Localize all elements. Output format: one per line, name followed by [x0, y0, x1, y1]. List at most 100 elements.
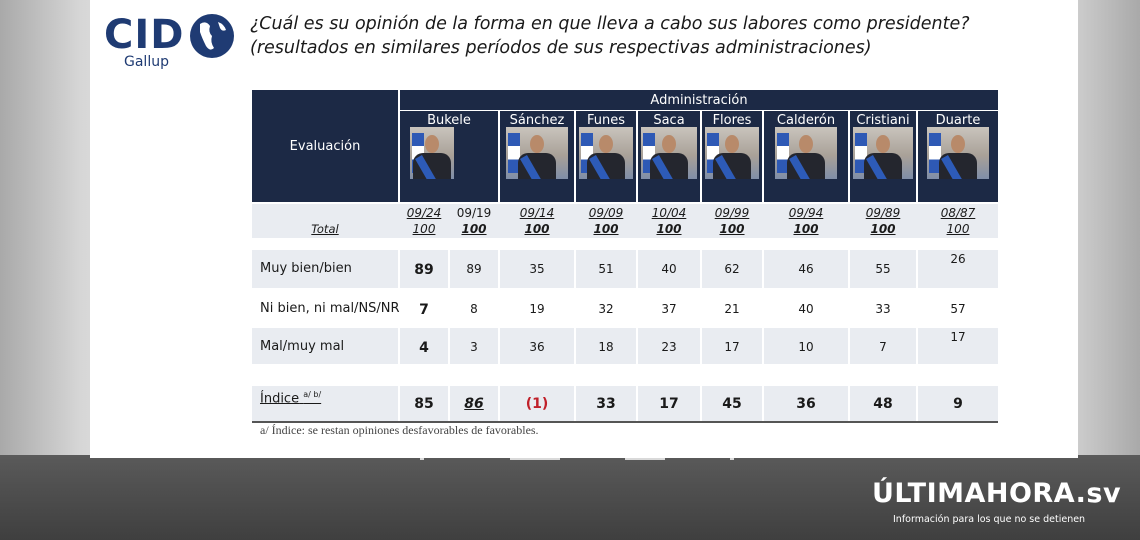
value-cell: 19	[529, 302, 545, 316]
value-cell: 3	[470, 340, 478, 354]
indice-cell: 36	[796, 396, 816, 412]
indice-label: Índice a/ b/	[260, 390, 322, 407]
value-cell: 51	[598, 262, 614, 276]
indice-cell: 48	[873, 396, 893, 412]
column-separator	[916, 248, 918, 424]
total-cell: 100	[412, 222, 436, 236]
president-photo	[579, 127, 633, 179]
value-cell: 26	[950, 252, 966, 266]
total-cell: 100	[870, 222, 896, 236]
ultimahora-logo: ÚLTIMAHORA.sv	[872, 478, 1122, 509]
total-label: Total	[311, 222, 339, 236]
row-band	[252, 328, 998, 364]
value-cell: 89	[414, 262, 434, 278]
president-photo	[853, 127, 913, 179]
period-cell: 09/09	[588, 206, 624, 220]
period-cell: 08/87	[940, 206, 976, 220]
total-cell: 100	[524, 222, 550, 236]
period-cell: 09/19	[456, 206, 492, 220]
results-table: Evaluación Administración Total Índice a…	[252, 90, 998, 424]
value-cell: 17	[950, 330, 966, 344]
value-cell: 7	[419, 302, 429, 318]
president-photo	[927, 127, 989, 179]
table-bottom-rule	[252, 421, 998, 423]
total-cell: 100	[719, 222, 745, 236]
row-band	[252, 250, 998, 288]
period-cell: 10/04	[651, 206, 687, 220]
column-separator	[700, 248, 702, 424]
value-cell: 17	[724, 340, 740, 354]
column-separator	[574, 248, 576, 424]
total-cell: 100	[793, 222, 819, 236]
period-cell: 09/14	[519, 206, 555, 220]
column-separator	[636, 248, 638, 424]
title-line-2: (resultados en similares períodos de sus…	[250, 38, 872, 58]
header-administracion: Administración	[400, 90, 998, 110]
president-name: Saca	[653, 113, 685, 128]
value-cell: 89	[466, 262, 482, 276]
indice-cell: 9	[953, 396, 963, 412]
indice-cell: 45	[722, 396, 742, 412]
period-cell: 09/94	[788, 206, 824, 220]
value-cell: 40	[661, 262, 677, 276]
value-cell: 35	[529, 262, 545, 276]
period-band	[252, 204, 998, 238]
logo-sub: Gallup	[124, 54, 169, 70]
column-separator	[762, 248, 764, 424]
column-separator	[398, 248, 400, 424]
page-title: ¿Cuál es su opinión de la forma en que l…	[250, 12, 1050, 60]
value-cell: 21	[724, 302, 740, 316]
president-photo	[705, 127, 759, 179]
value-cell: 33	[875, 302, 891, 316]
president-photo	[775, 127, 837, 179]
row-label: Ni bien, ni mal/NS/NR	[260, 301, 400, 316]
total-cell: 100	[656, 222, 682, 236]
value-cell: 10	[798, 340, 814, 354]
header-evaluacion: Evaluación	[252, 90, 398, 202]
row-label: Mal/muy mal	[260, 339, 345, 354]
president-photo	[641, 127, 697, 179]
ultimahora-tagline: Información para los que no se detienen	[893, 514, 1086, 525]
president-name: Cristiani	[856, 113, 910, 128]
president-name: Duarte	[935, 113, 981, 128]
value-cell: 36	[529, 340, 545, 354]
period-cell: 09/24	[406, 206, 442, 220]
president-name: Funes	[586, 113, 626, 128]
column-separator	[448, 248, 450, 424]
value-cell: 7	[879, 340, 887, 354]
period-cell: 09/99	[714, 206, 750, 220]
logo-main: CID	[104, 12, 185, 58]
indice-cell: 85	[414, 396, 434, 412]
president-photo	[410, 127, 454, 179]
president-name: Calderón	[776, 113, 836, 128]
total-cell: 100	[461, 222, 487, 236]
value-cell: 40	[798, 302, 814, 316]
president-photo	[506, 127, 568, 179]
value-cell: 18	[598, 340, 614, 354]
value-cell: 32	[598, 302, 614, 316]
value-cell: 4	[419, 340, 429, 356]
value-cell: 8	[470, 302, 478, 316]
title-line-1: ¿Cuál es su opinión de la forma en que l…	[250, 14, 970, 34]
globe-icon	[190, 14, 234, 58]
president-name: Sánchez	[509, 113, 565, 128]
indice-cell: 86	[464, 396, 484, 412]
row-label: Muy bien/bien	[260, 261, 352, 276]
total-cell: 100	[946, 222, 970, 236]
value-cell: 46	[798, 262, 814, 276]
indice-cell: (1)	[525, 396, 549, 412]
indice-band	[252, 386, 998, 421]
cid-gallup-logo: CID Gallup	[104, 10, 234, 70]
footer-band	[0, 455, 1140, 540]
slide: CID Gallup ¿Cuál es su opinión de la for…	[90, 0, 1078, 458]
value-cell: 23	[661, 340, 677, 354]
value-cell: 37	[661, 302, 677, 316]
president-name: Flores	[712, 113, 752, 128]
column-separator	[498, 248, 500, 424]
total-cell: 100	[593, 222, 619, 236]
footnote: a/ Índice: se restan opiniones desfavora…	[260, 423, 539, 437]
value-cell: 62	[724, 262, 740, 276]
indice-cell: 17	[659, 396, 679, 412]
indice-cell: 33	[596, 396, 616, 412]
value-cell: 55	[875, 262, 891, 276]
